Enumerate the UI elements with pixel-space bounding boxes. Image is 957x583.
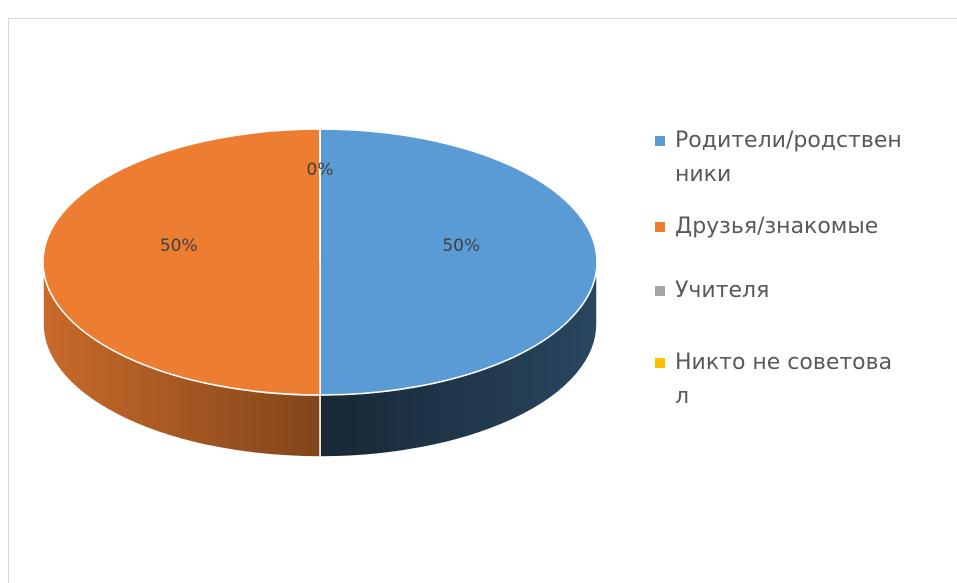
legend-swatch: [655, 286, 665, 296]
slice: [319, 128, 598, 396]
legend-swatch: [655, 222, 665, 232]
legend-item: Никто не советовал: [655, 346, 905, 414]
legend-swatch: [655, 136, 665, 146]
chart-frame: [8, 18, 957, 583]
data-label: 0%: [307, 160, 334, 180]
slice: [42, 128, 321, 396]
legend-label: Друзья/знакомые: [675, 214, 879, 239]
legend-item: Учителя: [655, 274, 905, 308]
legend-label: Никто не советовал: [675, 350, 893, 409]
legend-swatch: [655, 358, 665, 368]
data-label: 50%: [160, 236, 198, 256]
data-label: 50%: [442, 236, 480, 256]
legend-label: Родители/родственники: [675, 128, 902, 187]
legend-item: Родители/родственники: [655, 124, 905, 192]
legend: Родители/родственники Друзья/знакомые Учит…: [655, 124, 945, 414]
legend-label: Учителя: [675, 278, 770, 303]
legend-item: Друзья/знакомые: [655, 210, 905, 244]
